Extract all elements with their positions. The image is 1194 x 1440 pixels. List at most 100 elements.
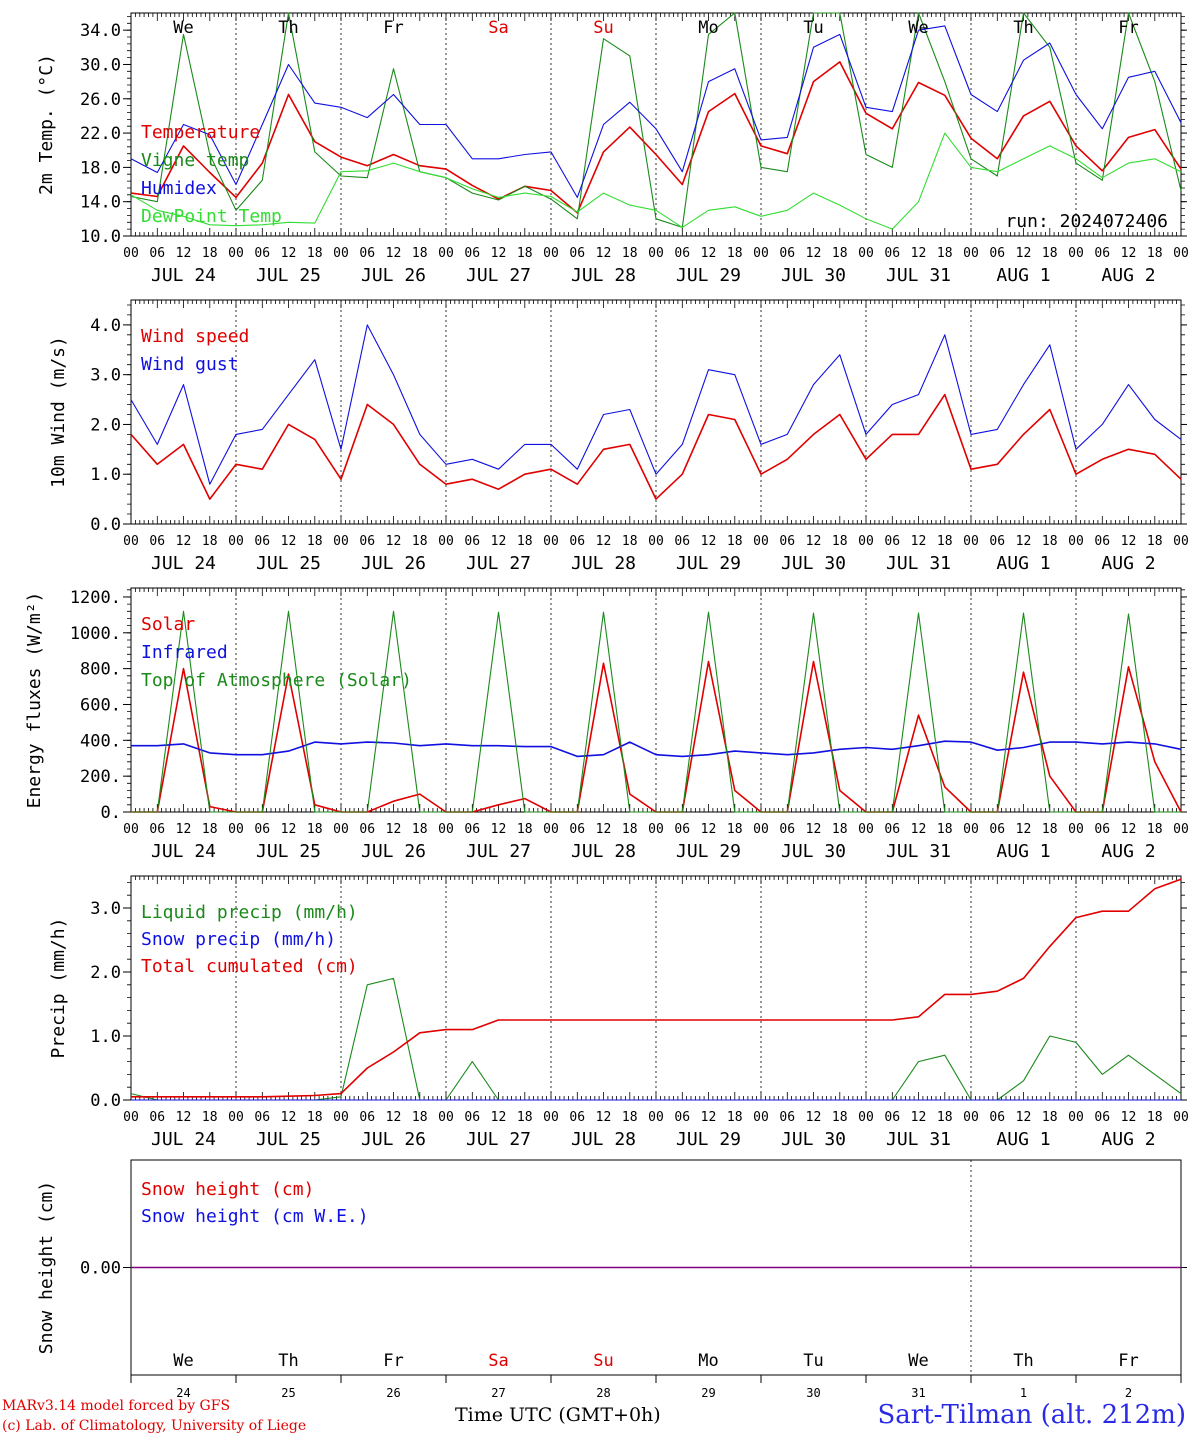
time-ticks xyxy=(130,300,1182,524)
weekday-label: We xyxy=(908,1351,928,1371)
hour-tick-label: 18 xyxy=(1042,246,1058,261)
series-vigne-temp xyxy=(130,12,1182,228)
panel-1 xyxy=(123,12,1187,237)
hour-tick-label: 18 xyxy=(412,246,428,261)
hour-tick-label: 06 xyxy=(989,1110,1005,1125)
weekday-label: Tu xyxy=(803,18,823,38)
date-label: AUG 1 xyxy=(996,1129,1050,1150)
date-label: JUL 28 xyxy=(571,265,636,286)
date-label: JUL 28 xyxy=(571,1129,636,1150)
series-wind-gust xyxy=(130,324,1182,485)
hour-tick-label: 18 xyxy=(307,246,323,261)
y-minor-ticks xyxy=(127,882,1185,1101)
hour-tick-label: 06 xyxy=(359,822,375,837)
y-tick-label: 0.0 xyxy=(90,515,121,535)
hour-tick-label: 00 xyxy=(543,822,559,837)
hour-tick-label: 18 xyxy=(1147,534,1163,549)
y-tick-label: 1000. xyxy=(70,624,121,644)
legend-entry: Humidex xyxy=(141,178,217,199)
hour-tick-label: 12 xyxy=(386,534,402,549)
y-axis-label: 2m Temp. (°C) xyxy=(36,54,57,195)
hour-tick-label: 18 xyxy=(727,246,743,261)
hour-tick-label: 06 xyxy=(149,534,165,549)
date-label: JUL 25 xyxy=(256,265,321,286)
hour-tick-label: 12 xyxy=(281,1110,297,1125)
hour-tick-label: 18 xyxy=(727,822,743,837)
hour-tick-label: 06 xyxy=(464,534,480,549)
hour-tick-label: 06 xyxy=(359,246,375,261)
date-label: JUL 28 xyxy=(571,841,636,862)
hour-tick-label: 06 xyxy=(884,822,900,837)
date-label: JUL 29 xyxy=(676,1129,741,1150)
hour-tick-label: 00 xyxy=(1173,1110,1189,1125)
hour-tick-label: 06 xyxy=(149,822,165,837)
weekday-label: Mo xyxy=(698,18,718,38)
hour-tick-label: 18 xyxy=(1147,246,1163,261)
date-label: JUL 31 xyxy=(886,841,951,862)
date-label: AUG 2 xyxy=(1101,265,1155,286)
hour-tick-label: 06 xyxy=(359,1110,375,1125)
hour-tick-label: 12 xyxy=(491,534,507,549)
y-tick-label: 200. xyxy=(80,767,121,787)
weekday-label: Mo xyxy=(698,1351,718,1371)
weekday-label: We xyxy=(908,18,928,38)
day-number-label: 30 xyxy=(806,1386,820,1400)
date-label: JUL 30 xyxy=(781,1129,846,1150)
hour-tick-label: 00 xyxy=(438,1110,454,1125)
hour-tick-label: 12 xyxy=(596,1110,612,1125)
date-label: JUL 29 xyxy=(676,265,741,286)
hour-tick-label: 00 xyxy=(753,1110,769,1125)
date-label: JUL 29 xyxy=(676,841,741,862)
hour-tick-label: 00 xyxy=(1068,534,1084,549)
date-label: JUL 24 xyxy=(151,1129,216,1150)
hour-tick-label: 12 xyxy=(596,246,612,261)
date-label: JUL 27 xyxy=(466,841,531,862)
hour-tick-label: 18 xyxy=(1147,822,1163,837)
legend-entry: Total cumulated (cm) xyxy=(141,956,358,977)
date-label: JUL 30 xyxy=(781,841,846,862)
hour-tick-label: 00 xyxy=(753,246,769,261)
date-label: JUL 29 xyxy=(676,553,741,574)
y-tick-label: 0. xyxy=(101,803,121,823)
hour-tick-label: 06 xyxy=(464,246,480,261)
date-label: JUL 27 xyxy=(466,1129,531,1150)
hour-tick-label: 00 xyxy=(753,534,769,549)
series-top-of-atmosphere-solar- xyxy=(131,610,1181,813)
weekday-label: Fr xyxy=(1118,18,1138,38)
hour-tick-label: 00 xyxy=(858,822,874,837)
hour-tick-label: 00 xyxy=(648,822,664,837)
hour-tick-label: 18 xyxy=(1042,1110,1058,1125)
hour-tick-label: 12 xyxy=(911,822,927,837)
hour-tick-label: 06 xyxy=(779,534,795,549)
hour-tick-label: 12 xyxy=(176,1110,192,1125)
hour-tick-label: 06 xyxy=(674,1110,690,1125)
y-minor-ticks xyxy=(127,589,1185,813)
hour-tick-label: 12 xyxy=(281,822,297,837)
hour-tick-label: 00 xyxy=(1173,246,1189,261)
weekday-label: Sa xyxy=(488,1351,508,1371)
hour-tick-label: 00 xyxy=(648,534,664,549)
weekday-label: Th xyxy=(1013,1351,1033,1371)
hour-tick-label: 00 xyxy=(333,822,349,837)
hour-tick-label: 12 xyxy=(1121,534,1137,549)
date-label: JUL 30 xyxy=(781,553,846,574)
date-label: JUL 25 xyxy=(256,841,321,862)
hour-tick-label: 00 xyxy=(123,1110,139,1125)
hour-tick-label: 00 xyxy=(648,246,664,261)
legend-entry: Vigne temp xyxy=(141,150,249,171)
hour-tick-label: 06 xyxy=(884,1110,900,1125)
hour-tick-label: 00 xyxy=(1173,534,1189,549)
y-tick-label: 14.0 xyxy=(80,193,121,213)
hour-tick-label: 06 xyxy=(569,822,585,837)
date-label: JUL 26 xyxy=(361,265,426,286)
hour-tick-label: 00 xyxy=(228,1110,244,1125)
hour-tick-label: 18 xyxy=(1042,534,1058,549)
hour-tick-label: 06 xyxy=(1094,534,1110,549)
day-number-label: 31 xyxy=(911,1386,925,1400)
hour-tick-label: 00 xyxy=(228,246,244,261)
day-ticks xyxy=(130,1375,1182,1383)
date-label: JUL 27 xyxy=(466,265,531,286)
date-label: AUG 2 xyxy=(1101,841,1155,862)
hour-tick-label: 06 xyxy=(884,246,900,261)
date-label: JUL 27 xyxy=(466,553,531,574)
